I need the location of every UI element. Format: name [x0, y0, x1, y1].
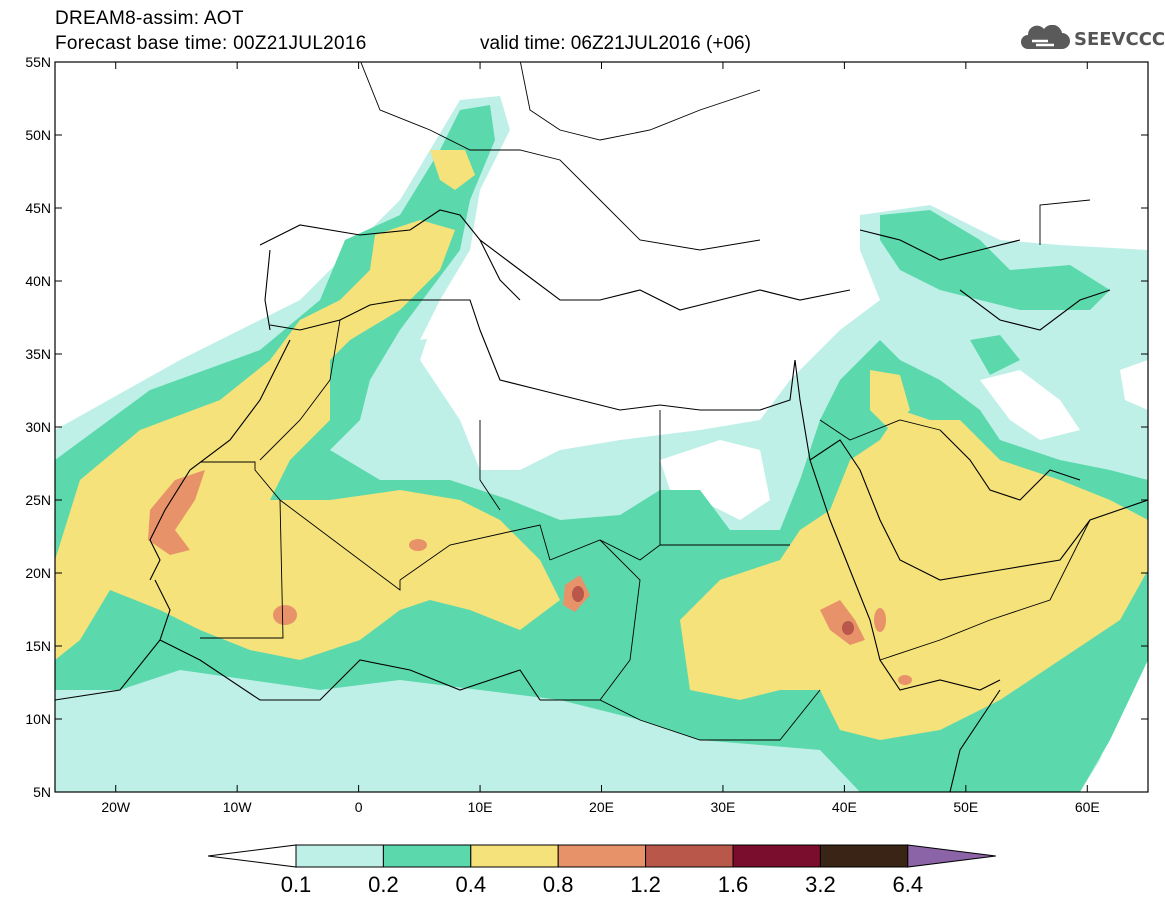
- lon-tick-label: 50E: [953, 799, 978, 815]
- colorbar-label: 0.1: [280, 872, 312, 897]
- lat-tick-label: 5N: [33, 784, 51, 800]
- lon-tick-label: 10E: [468, 799, 493, 815]
- lat-tick-label: 15N: [25, 638, 51, 654]
- lon-tick-label: 40E: [832, 799, 857, 815]
- lon-tick-label: 10W: [223, 799, 253, 815]
- aot-band-1.2: [572, 586, 854, 635]
- colorbar-label: 6.4: [892, 872, 924, 897]
- lat-tick-label: 55N: [25, 54, 51, 70]
- lon-tick-label: 30E: [710, 799, 735, 815]
- colorbar-label: 1.6: [717, 872, 749, 897]
- seevccc-logo: SEEVCCC: [1018, 24, 1165, 54]
- colorbar-label: 0.4: [455, 872, 487, 897]
- valid-time: valid time: 06Z21JUL2016 (+06): [480, 33, 751, 54]
- colorbar-box: [645, 844, 734, 868]
- clean-air-patches: [420, 330, 1148, 520]
- lon-tick-label: 20W: [101, 799, 131, 815]
- forecast-base-time: Forecast base time: 00Z21JUL2016: [55, 33, 367, 54]
- colorbar-box: [819, 844, 909, 868]
- colorbar-label: 0.8: [542, 872, 574, 897]
- colorbar-label: 1.2: [630, 872, 661, 897]
- colorbar-box: [732, 844, 821, 868]
- lat-tick-label: 45N: [25, 200, 51, 216]
- colorbar-box: [382, 844, 472, 868]
- coastlines: [55, 209, 1148, 792]
- lat-tick-label: 20N: [25, 565, 51, 581]
- colorbar-over-triangle: [907, 844, 996, 868]
- colorbar-box: [470, 844, 559, 868]
- colorbar-label: 3.2: [805, 872, 836, 897]
- lat-tick-label: 35N: [25, 346, 51, 362]
- longitude-axis: 20W 10W 0 10E 20E 30E 40E 50E 60E: [101, 62, 1100, 815]
- lat-tick-label: 10N: [25, 711, 51, 727]
- lon-tick-label: 0: [355, 799, 363, 815]
- lon-tick-label: 20E: [589, 799, 614, 815]
- lat-tick-label: 30N: [25, 419, 51, 435]
- lon-tick-label: 60E: [1075, 799, 1100, 815]
- colorbar-label: 0.2: [368, 872, 399, 897]
- map-title: DREAM8-assim: AOT: [55, 8, 244, 29]
- aot-fields: [55, 96, 1148, 792]
- lat-tick-label: 40N: [25, 273, 51, 289]
- logo-text: SEEVCCC: [1074, 28, 1165, 50]
- colorbar-box: [557, 844, 647, 868]
- latitude-axis: 5N 10N 15N 20N 25N 30N 35N 40N 45N 50N 55N: [25, 54, 1148, 800]
- lat-tick-label: 50N: [25, 127, 51, 143]
- colorbar: [207, 844, 996, 868]
- cloud-icon: [1021, 25, 1070, 49]
- colorbar-under-triangle: [207, 844, 297, 868]
- lat-tick-label: 25N: [25, 492, 51, 508]
- colorbar-box: [295, 844, 384, 868]
- country-borders: [200, 62, 1091, 741]
